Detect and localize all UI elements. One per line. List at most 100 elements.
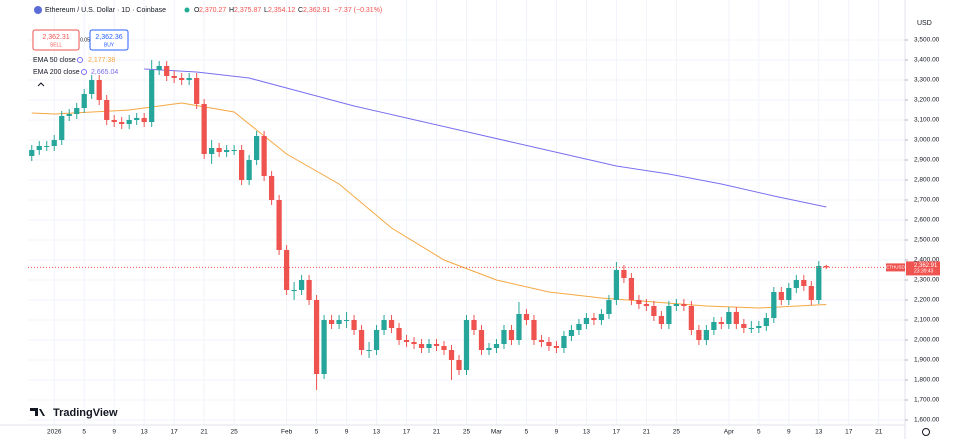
candle-body bbox=[268, 176, 275, 200]
candle-body bbox=[666, 306, 672, 324]
settings-icon[interactable] bbox=[922, 428, 930, 436]
x-tick-label: 9 bbox=[555, 429, 559, 436]
candle-body bbox=[448, 350, 455, 360]
candle-body bbox=[96, 80, 102, 100]
candle-body bbox=[816, 265, 822, 300]
x-tick-label: 5 bbox=[525, 429, 529, 436]
y-tick-label: 2,300.00 bbox=[914, 277, 940, 284]
candle-body bbox=[321, 320, 327, 374]
candle-body bbox=[134, 118, 140, 120]
candle-body bbox=[231, 150, 237, 151]
candle-body bbox=[733, 312, 739, 324]
candle-body bbox=[74, 108, 80, 114]
symbol-tag bbox=[886, 263, 905, 272]
y-tick-label: 3,200.00 bbox=[914, 97, 940, 104]
x-tick-label: 25 bbox=[231, 429, 239, 436]
candle-body bbox=[358, 330, 365, 350]
candle-body bbox=[426, 344, 432, 348]
candle-body bbox=[538, 340, 545, 342]
candle-body bbox=[373, 330, 380, 350]
candle-body bbox=[823, 265, 829, 268]
y-tick-label: 2,400.00 bbox=[914, 257, 940, 264]
buy-price: 2,362.36 bbox=[95, 34, 122, 41]
symbol-tag-label: ETHUSD bbox=[886, 265, 905, 270]
candle-body bbox=[396, 328, 402, 340]
indicator-value: 2,665.04 bbox=[91, 69, 118, 76]
candle-body bbox=[403, 340, 410, 342]
candle-body bbox=[501, 330, 507, 344]
candle-body bbox=[658, 316, 665, 324]
candle-body bbox=[336, 320, 342, 324]
ohlc-name: C bbox=[298, 7, 303, 14]
sell-button[interactable] bbox=[32, 29, 80, 51]
candle-body bbox=[523, 314, 530, 320]
x-tick-label: 17 bbox=[613, 429, 621, 436]
candle-body bbox=[748, 328, 754, 329]
candle-body bbox=[186, 78, 192, 80]
candle-body bbox=[276, 200, 282, 250]
candle-body bbox=[328, 320, 335, 324]
collapse-icon[interactable] bbox=[37, 82, 45, 87]
candle-body bbox=[718, 322, 724, 324]
indicator-icon bbox=[77, 57, 83, 63]
candle-body bbox=[763, 318, 769, 326]
candle-body bbox=[59, 116, 65, 140]
sell-label: SELL bbox=[50, 42, 62, 48]
ohlc-value: 2,370.27 bbox=[199, 7, 226, 14]
candle-body bbox=[283, 250, 290, 290]
candle-body bbox=[119, 122, 125, 124]
candle-body bbox=[209, 148, 215, 154]
symbol-icon bbox=[34, 6, 42, 14]
candle-body bbox=[156, 66, 162, 70]
sell-price: 2,362.31 bbox=[42, 34, 69, 41]
y-tick-label: 3,500.00 bbox=[914, 37, 940, 44]
candle-body bbox=[711, 322, 717, 330]
candle-body bbox=[801, 280, 807, 286]
candle-body bbox=[688, 306, 694, 330]
candle-body bbox=[44, 146, 50, 147]
x-tick-label: 17 bbox=[845, 429, 853, 436]
y-tick-label: 1,700.00 bbox=[914, 397, 940, 404]
brand-logo bbox=[30, 408, 45, 416]
candle-body bbox=[606, 300, 612, 314]
x-tick-label: 5 bbox=[757, 429, 761, 436]
candle-body bbox=[673, 304, 680, 306]
candle-body bbox=[111, 120, 117, 122]
candle-body bbox=[778, 292, 784, 300]
x-tick-label: 9 bbox=[112, 429, 116, 436]
candle-body bbox=[471, 320, 477, 330]
candle-body bbox=[636, 300, 642, 304]
buy-button[interactable] bbox=[89, 29, 129, 51]
candle-body bbox=[141, 118, 147, 122]
candle-body bbox=[786, 288, 792, 300]
ohlc-value: 2,375.87 bbox=[234, 7, 261, 14]
candle-body bbox=[89, 80, 95, 94]
ema-line bbox=[144, 68, 827, 208]
x-tick-label: Feb bbox=[281, 429, 293, 436]
y-tick-label: 2,600.00 bbox=[914, 217, 940, 224]
candle-body bbox=[546, 342, 552, 346]
y-tick-label: 2,000.00 bbox=[914, 337, 940, 344]
candle-body bbox=[561, 336, 567, 348]
spread: 0.05 bbox=[80, 37, 90, 43]
plot bbox=[28, 60, 905, 390]
indicator-name: EMA 200 close bbox=[33, 69, 80, 76]
candle-body bbox=[703, 330, 709, 340]
x-tick-label: 13 bbox=[141, 429, 149, 436]
candle-body bbox=[366, 350, 372, 351]
x-tick-label: 9 bbox=[787, 429, 791, 436]
indicator-name: EMA 50 close bbox=[33, 57, 76, 64]
x-tick-label: 13 bbox=[815, 429, 823, 436]
candle-body bbox=[239, 150, 245, 180]
candle-body bbox=[493, 344, 500, 348]
candle-body bbox=[793, 280, 799, 288]
indicator-icon bbox=[81, 69, 87, 75]
x-tick-label: Mar bbox=[491, 429, 503, 436]
candle-body bbox=[681, 304, 687, 306]
candle-body bbox=[771, 292, 777, 318]
candle-body bbox=[613, 270, 620, 300]
candle-body bbox=[553, 346, 560, 348]
x-tick-label: 17 bbox=[171, 429, 179, 436]
ohlc-name: H bbox=[229, 7, 234, 14]
